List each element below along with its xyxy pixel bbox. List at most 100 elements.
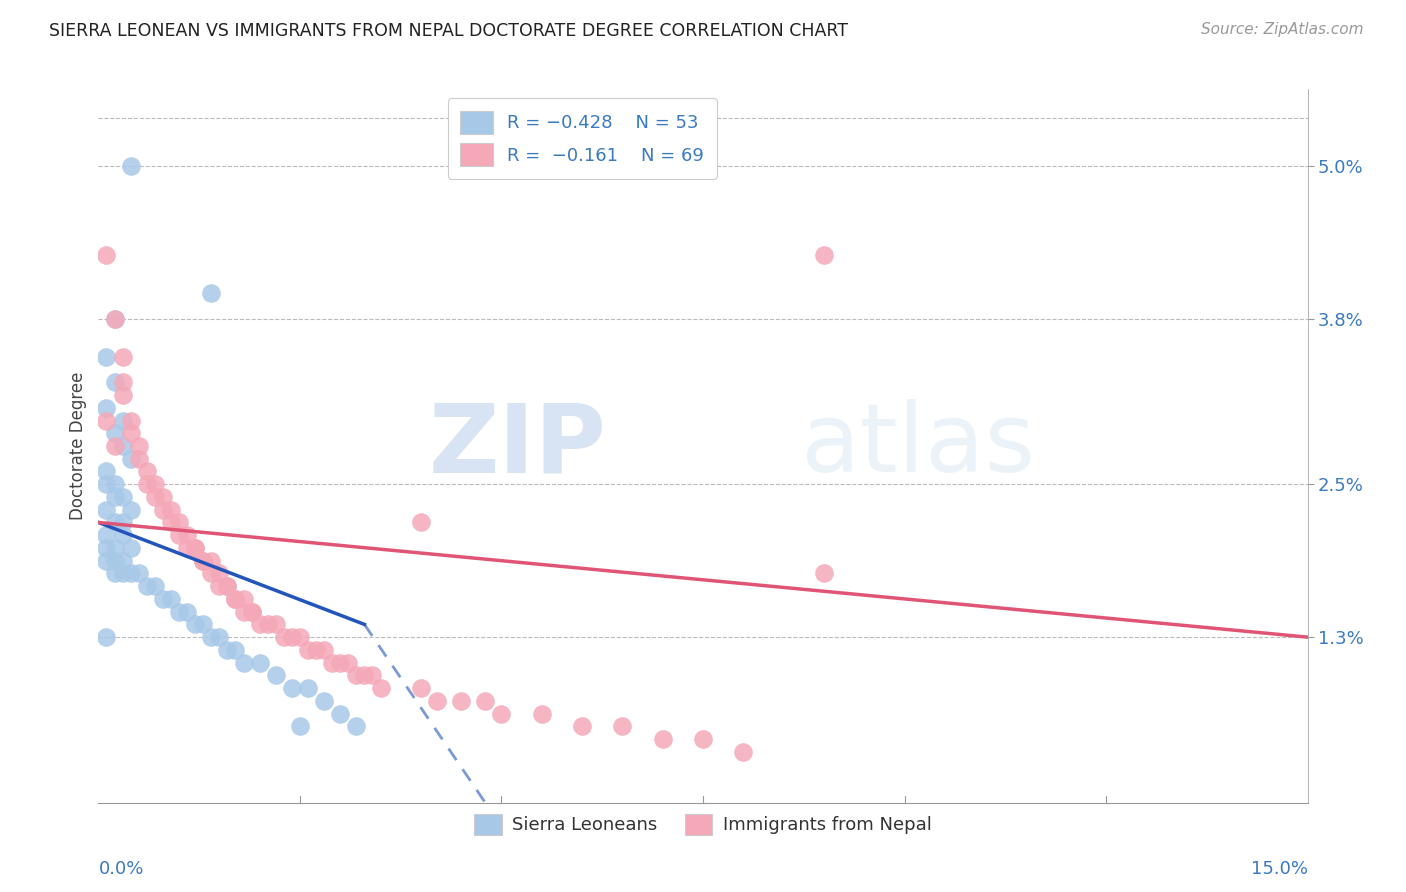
Point xyxy=(288,719,311,733)
Point xyxy=(111,554,134,568)
Point xyxy=(128,451,150,466)
Point xyxy=(176,541,198,555)
Point xyxy=(152,490,174,504)
Point xyxy=(120,451,142,466)
Point xyxy=(120,566,142,581)
Point xyxy=(103,516,125,530)
Point xyxy=(143,490,166,504)
Point xyxy=(120,159,142,173)
Point xyxy=(167,528,190,542)
Text: atlas: atlas xyxy=(800,400,1035,492)
Point xyxy=(200,566,222,581)
Point xyxy=(224,591,246,606)
Point xyxy=(651,732,673,747)
Point xyxy=(337,656,360,670)
Point xyxy=(143,579,166,593)
Point xyxy=(612,719,634,733)
Point xyxy=(288,630,311,644)
Point xyxy=(344,719,367,733)
Point xyxy=(96,554,118,568)
Point xyxy=(217,579,239,593)
Point xyxy=(135,477,157,491)
Point xyxy=(329,656,352,670)
Point xyxy=(193,554,215,568)
Point xyxy=(224,591,246,606)
Point xyxy=(167,516,190,530)
Point xyxy=(281,630,304,644)
Point xyxy=(96,502,118,516)
Point xyxy=(120,541,142,555)
Point xyxy=(160,516,183,530)
Point xyxy=(103,490,125,504)
Legend: Sierra Leoneans, Immigrants from Nepal: Sierra Leoneans, Immigrants from Nepal xyxy=(465,805,941,844)
Text: SIERRA LEONEAN VS IMMIGRANTS FROM NEPAL DOCTORATE DEGREE CORRELATION CHART: SIERRA LEONEAN VS IMMIGRANTS FROM NEPAL … xyxy=(49,22,848,40)
Point xyxy=(232,656,254,670)
Point xyxy=(176,605,198,619)
Point xyxy=(224,643,246,657)
Point xyxy=(96,528,118,542)
Point xyxy=(96,477,118,491)
Point xyxy=(208,630,231,644)
Point xyxy=(240,605,263,619)
Point xyxy=(329,706,352,721)
Point xyxy=(256,617,278,632)
Point xyxy=(96,350,118,364)
Point xyxy=(111,388,134,402)
Point xyxy=(111,528,134,542)
Point xyxy=(96,248,118,262)
Point xyxy=(249,656,271,670)
Text: Source: ZipAtlas.com: Source: ZipAtlas.com xyxy=(1201,22,1364,37)
Point xyxy=(103,566,125,581)
Point xyxy=(370,681,392,695)
Point xyxy=(103,376,125,390)
Point xyxy=(176,528,198,542)
Point xyxy=(120,502,142,516)
Point xyxy=(193,554,215,568)
Point xyxy=(111,566,134,581)
Point xyxy=(361,668,384,682)
Point xyxy=(297,643,319,657)
Point xyxy=(264,668,287,682)
Point xyxy=(208,566,231,581)
Point xyxy=(450,694,472,708)
Point xyxy=(103,439,125,453)
Point xyxy=(111,350,134,364)
Point xyxy=(232,591,254,606)
Point xyxy=(120,413,142,427)
Point xyxy=(143,477,166,491)
Point xyxy=(120,426,142,441)
Point xyxy=(111,516,134,530)
Point xyxy=(409,681,432,695)
Text: 0.0%: 0.0% xyxy=(98,860,143,878)
Point xyxy=(200,630,222,644)
Point xyxy=(135,579,157,593)
Text: ZIP: ZIP xyxy=(429,400,606,492)
Point xyxy=(353,668,375,682)
Point xyxy=(103,311,125,326)
Text: 15.0%: 15.0% xyxy=(1250,860,1308,878)
Point xyxy=(167,605,190,619)
Point xyxy=(96,630,118,644)
Point xyxy=(314,694,336,708)
Point xyxy=(474,694,496,708)
Point xyxy=(184,541,207,555)
Point xyxy=(305,643,328,657)
Point xyxy=(297,681,319,695)
Point xyxy=(111,490,134,504)
Point xyxy=(96,541,118,555)
Point xyxy=(217,579,239,593)
Point xyxy=(217,643,239,657)
Point xyxy=(184,617,207,632)
Point xyxy=(103,426,125,441)
Point xyxy=(281,681,304,695)
Point xyxy=(160,591,183,606)
Point xyxy=(193,617,215,632)
Point xyxy=(232,605,254,619)
Point xyxy=(184,541,207,555)
Point xyxy=(208,579,231,593)
Point xyxy=(103,311,125,326)
Point xyxy=(813,248,835,262)
Point xyxy=(426,694,449,708)
Point xyxy=(571,719,593,733)
Point xyxy=(111,413,134,427)
